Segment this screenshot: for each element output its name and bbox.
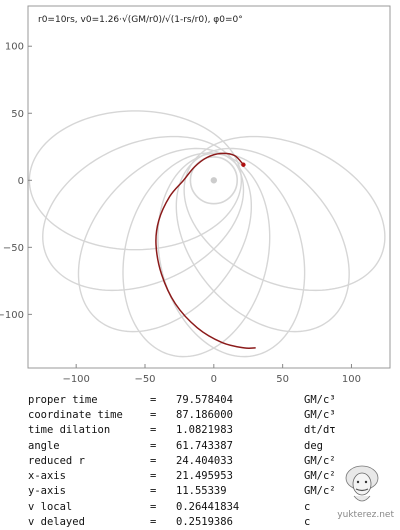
readout-value: 24.404033 [176,454,233,467]
readout-equals: = [150,393,157,406]
readout-equals: = [150,454,157,467]
readout-row: x-axis = 21.495953 GM/c² [28,468,368,483]
telemetry-readout: proper time = 79.578404 GM/c³ coordinate tim… [28,392,368,530]
orbit-petal [42,135,245,292]
orbit-inner-loop [189,156,239,205]
readout-row: v delayed = 0.2519386 c [28,514,368,529]
readout-unit: c [304,500,311,513]
y-tick-label: 0 [18,176,24,187]
readout-equals: = [150,485,157,498]
readout-unit: c [304,516,311,529]
x-tick-label: 50 [276,374,289,385]
orbit-petal [183,135,386,292]
y-axis-ticks: 100 50 0 −50 −100 [0,42,32,321]
x-tick-label: 0 [211,374,217,385]
y-tick-label: 50 [11,109,24,120]
orbit-plot-svg: r0=10rs, v0=1.26·√(GM/r0)/√(1-rs/r0), φ0… [0,5,391,385]
readout-value: 21.495953 [176,470,233,483]
readout-unit: deg [304,439,323,452]
y-tick-label: −50 [3,243,24,254]
orbit-petal [175,147,350,333]
readout-row: y-axis = 11.55339 GM/c² [28,484,368,499]
readout-value: 87.186000 [176,408,233,421]
readout-value: 1.0821983 [176,424,233,437]
readout-equals: = [150,500,157,513]
readout-unit: GM/c² [304,454,336,467]
orbit-trace-path [155,152,256,350]
readout-row: reduced r = 24.404033 GM/c² [28,453,368,468]
readout-equals: = [150,408,157,421]
credit-text: yukterez.net [337,510,394,520]
readout-value: 0.26441834 [176,500,240,513]
readout-row: v local = 0.26441834 c [28,499,368,514]
readout-unit: dt/dτ [304,424,336,437]
readout-value: 79.578404 [176,393,233,406]
readout-row: angle = 61.743387 deg [28,438,368,453]
readout-label: reduced r [28,454,85,467]
readout-label: proper time [28,393,98,406]
y-tick-label: 100 [5,42,24,53]
einstein-caricature-icon [345,465,379,502]
readout-label: coordinate time [28,408,123,421]
readout-label: v local [28,500,73,513]
readout-label: y-axis [28,485,66,498]
readout-value: 0.2519386 [176,516,233,529]
readout-unit: GM/c² [304,470,336,483]
x-axis-ticks: −100 −50 0 50 100 [62,364,361,385]
orbit-trace [155,152,256,350]
readout-unit: GM/c³ [304,393,336,406]
readout-equals: = [150,424,157,437]
orbit-plot: r0=10rs, v0=1.26·√(GM/r0)/√(1-rs/r0), φ0… [0,5,391,385]
readout-row: proper time = 79.578404 GM/c³ [28,392,368,407]
readout-label: angle [28,439,60,452]
x-tick-label: −100 [62,374,89,385]
y-tick-label: −100 [0,310,24,321]
readout-label: v delayed [28,516,85,529]
orbit-petal [77,147,253,333]
readout-row: coordinate time = 87.186000 GM/c³ [28,407,368,422]
orbit-petal [122,152,271,358]
readout-unit: GM/c³ [304,408,336,421]
plot-frame [27,5,391,369]
readout-unit: GM/c² [304,485,336,498]
central-mass [210,177,218,184]
readout-value: 11.55339 [176,485,227,498]
plot-header: r0=10rs, v0=1.26·√(GM/r0)/√(1-rs/r0), φ0… [38,14,243,25]
x-tick-label: −50 [134,374,155,385]
readout-equals: = [150,470,157,483]
readout-value: 61.743387 [176,439,233,452]
readout-equals: = [150,516,157,529]
readout-label: time dilation [28,424,111,437]
current-position-marker [241,162,246,167]
readout-equals: = [150,439,157,452]
readout-row: time dilation = 1.0821983 dt/dτ [28,423,368,438]
readout-label: x-axis [28,470,66,483]
x-tick-label: 100 [342,374,361,385]
